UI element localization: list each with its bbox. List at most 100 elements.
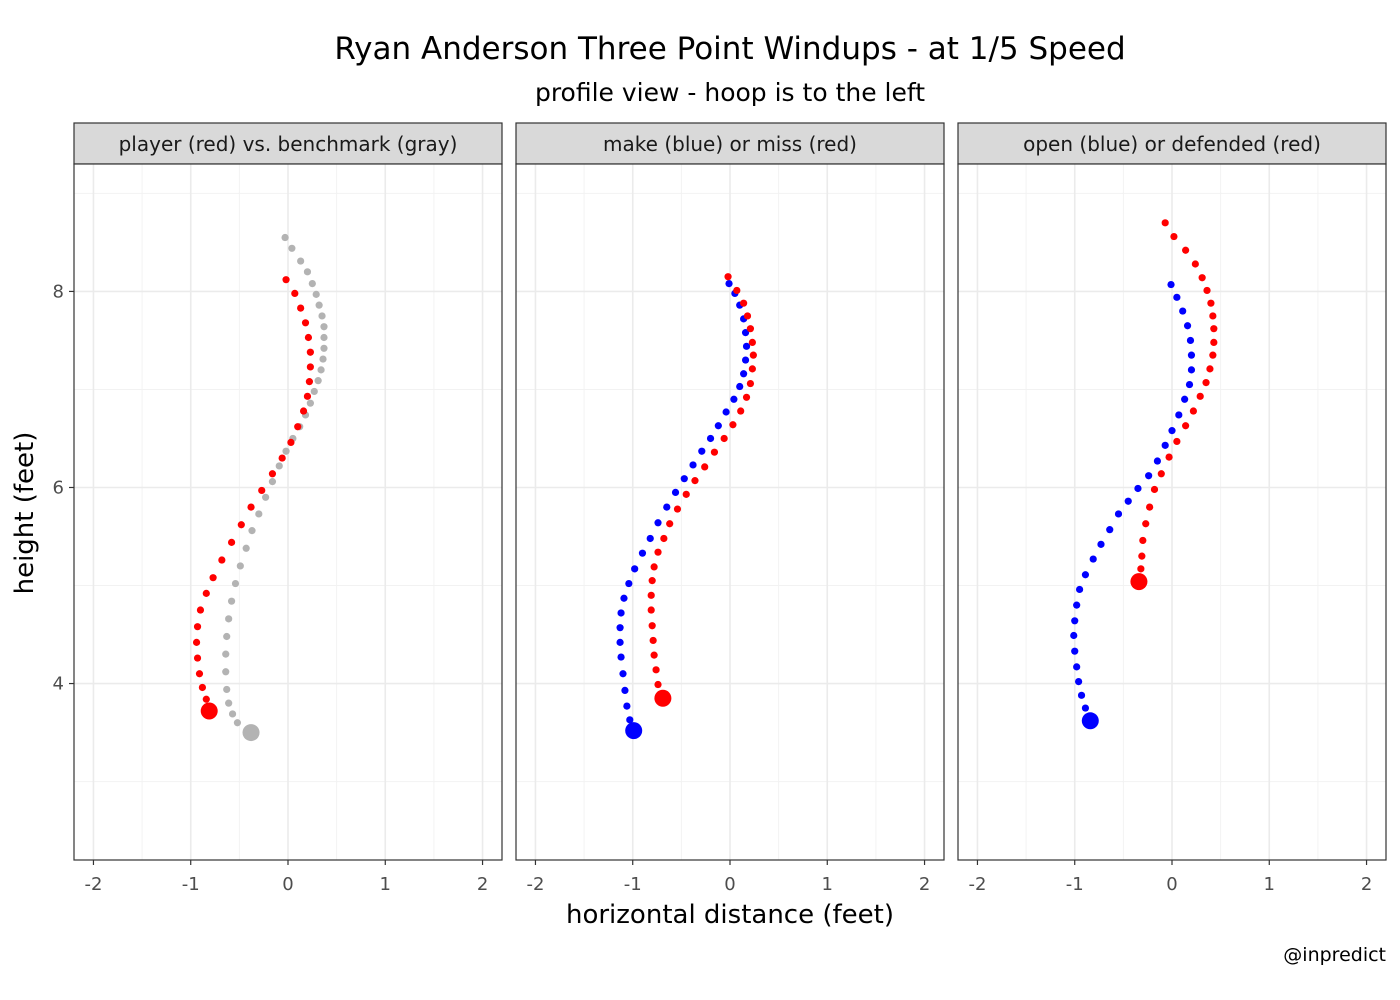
facet-strip-label: player (red) vs. benchmark (gray): [119, 132, 458, 156]
x-tick-label: -2: [84, 874, 102, 895]
data-point: [725, 279, 733, 288]
x-tick-label: 0: [282, 874, 293, 895]
y-tick-label: 8: [53, 281, 64, 302]
data-point: [318, 312, 326, 320]
data-point: [631, 565, 639, 573]
data-point: [1196, 392, 1204, 400]
data-point: [1071, 647, 1079, 655]
data-point: [297, 257, 305, 265]
data-point: [1075, 585, 1084, 594]
data-point: [621, 686, 629, 695]
start-point-marker: [1081, 712, 1099, 730]
facet-strip-label: open (blue) or defended (red): [1023, 132, 1321, 156]
data-point: [223, 632, 231, 641]
start-point-marker: [654, 689, 672, 707]
data-point: [1124, 497, 1132, 505]
data-point: [312, 290, 320, 298]
data-point: [1210, 338, 1218, 347]
x-tick-label: 1: [380, 874, 391, 895]
data-point: [742, 342, 751, 350]
data-point: [737, 407, 745, 415]
data-point: [1073, 663, 1081, 671]
x-tick-label: 2: [1361, 874, 1372, 895]
data-point: [262, 493, 270, 501]
x-tick-label: 1: [1264, 874, 1275, 895]
data-point: [741, 329, 750, 337]
data-point: [306, 363, 314, 371]
data-point: [647, 606, 655, 614]
data-point: [303, 268, 312, 276]
data-point: [268, 470, 277, 478]
data-point: [1145, 472, 1153, 480]
x-tick-label: 2: [477, 874, 488, 895]
data-point: [297, 304, 305, 312]
data-point: [282, 276, 290, 284]
data-point: [740, 370, 748, 378]
data-point: [227, 597, 236, 605]
data-point: [730, 395, 738, 403]
data-point: [1161, 441, 1169, 449]
data-point: [616, 638, 624, 646]
data-point: [236, 562, 244, 570]
data-point: [1207, 299, 1215, 307]
data-point: [1165, 453, 1173, 461]
data-point: [1189, 407, 1197, 415]
data-point: [268, 478, 277, 486]
data-point: [228, 710, 237, 718]
data-point: [1157, 470, 1165, 478]
data-point: [682, 490, 690, 498]
data-point: [740, 299, 748, 307]
data-point: [1210, 325, 1218, 333]
data-point: [315, 301, 323, 309]
data-point: [733, 286, 741, 295]
data-point: [306, 399, 314, 407]
data-point: [1150, 485, 1159, 494]
data-point: [714, 422, 722, 430]
data-point: [626, 716, 634, 724]
data-point: [225, 699, 233, 707]
data-point: [1070, 631, 1078, 640]
data-point: [192, 638, 201, 646]
data-point: [1114, 510, 1123, 518]
data-point: [202, 589, 210, 597]
data-point: [1153, 457, 1162, 465]
data-point: [652, 666, 660, 674]
data-point: [1206, 365, 1214, 373]
data-point: [660, 534, 668, 543]
data-point: [691, 477, 699, 485]
data-point: [305, 378, 313, 386]
data-point: [275, 462, 283, 470]
data-point: [301, 319, 310, 327]
data-point: [620, 594, 628, 602]
x-tick-label: 0: [724, 874, 735, 895]
data-point: [648, 577, 656, 585]
start-point-marker: [242, 724, 260, 742]
facet-panel-1: player (red) vs. benchmark (gray) -2 -1 0 1 2…: [53, 122, 503, 895]
y-tick-label: 6: [53, 477, 64, 498]
series-2: [1130, 219, 1218, 591]
data-point: [616, 624, 624, 632]
data-point: [303, 392, 312, 400]
start-point-marker: [625, 722, 643, 740]
data-point: [650, 563, 658, 571]
data-point: [1186, 336, 1195, 345]
start-point-marker: [200, 702, 218, 720]
data-point: [724, 273, 732, 281]
data-point: [1187, 366, 1196, 374]
data-point: [320, 333, 328, 342]
data-point: [1187, 351, 1196, 359]
data-point: [680, 475, 688, 483]
data-point: [625, 579, 633, 588]
data-point: [1081, 704, 1090, 712]
data-point: [710, 448, 719, 456]
data-point: [1209, 351, 1217, 359]
data-point: [701, 463, 709, 471]
x-tick-label: 1: [822, 874, 833, 895]
data-point: [1202, 379, 1210, 387]
data-point: [299, 407, 308, 415]
facet-panel-3: open (blue) or defended (red) -2 -1 0 1 2: [957, 122, 1387, 895]
data-point: [748, 338, 756, 347]
data-point: [617, 653, 625, 661]
data-point: [1203, 286, 1211, 295]
